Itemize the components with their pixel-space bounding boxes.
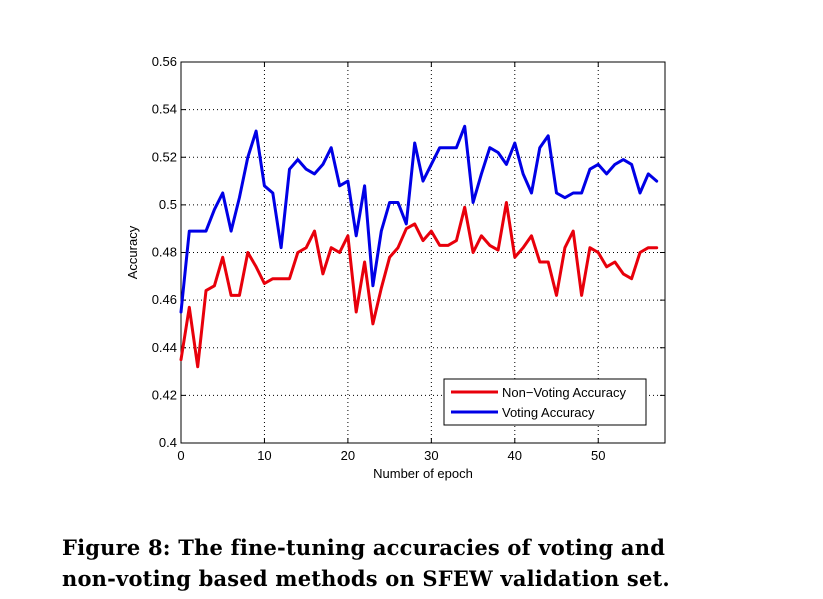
non-voting-accuracy-line bbox=[179, 201, 659, 369]
y-tick-label: 0.56 bbox=[152, 54, 177, 69]
x-axis-label: Number of epoch bbox=[373, 466, 473, 481]
caption-line-2: non-voting based methods on SFEW validat… bbox=[62, 566, 670, 591]
y-tick-label: 0.42 bbox=[152, 387, 177, 402]
y-axis-label: Accuracy bbox=[125, 225, 140, 279]
grid bbox=[181, 62, 665, 443]
accuracy-line-chart: 0.4 0.42 0.44 0.46 0.48 0.5 0.52 0.54 0.56 0 10 20 3… bbox=[125, 54, 666, 481]
y-tick-label: 0.4 bbox=[159, 435, 177, 450]
data-series bbox=[179, 124, 659, 369]
caption-line-1: Figure 8: The fine-tuning accuracies of … bbox=[62, 535, 666, 560]
y-tick-label: 0.48 bbox=[152, 245, 177, 260]
x-tick-label: 0 bbox=[177, 448, 184, 463]
axis-ticks: 0.4 0.42 0.44 0.46 0.48 0.5 0.52 0.54 0.56 0 10 20 3… bbox=[152, 54, 665, 463]
voting-accuracy-line bbox=[179, 124, 659, 314]
legend-label-non-voting: Non−Voting Accuracy bbox=[502, 385, 626, 400]
y-tick-label: 0.52 bbox=[152, 149, 177, 164]
x-tick-label: 10 bbox=[257, 448, 271, 463]
figure-caption: Figure 8: The fine-tuning accuracies of … bbox=[62, 532, 772, 594]
legend: Non−Voting Accuracy Voting Accuracy bbox=[443, 378, 647, 426]
y-tick-label: 0.54 bbox=[152, 102, 177, 117]
y-tick-label: 0.5 bbox=[159, 197, 177, 212]
y-tick-label: 0.44 bbox=[152, 340, 177, 355]
x-tick-label: 30 bbox=[424, 448, 438, 463]
x-tick-label: 40 bbox=[508, 448, 522, 463]
legend-label-voting: Voting Accuracy bbox=[502, 405, 595, 420]
legend-box bbox=[443, 378, 647, 426]
x-tick-label: 20 bbox=[341, 448, 355, 463]
y-tick-label: 0.46 bbox=[152, 292, 177, 307]
x-tick-label: 50 bbox=[591, 448, 605, 463]
